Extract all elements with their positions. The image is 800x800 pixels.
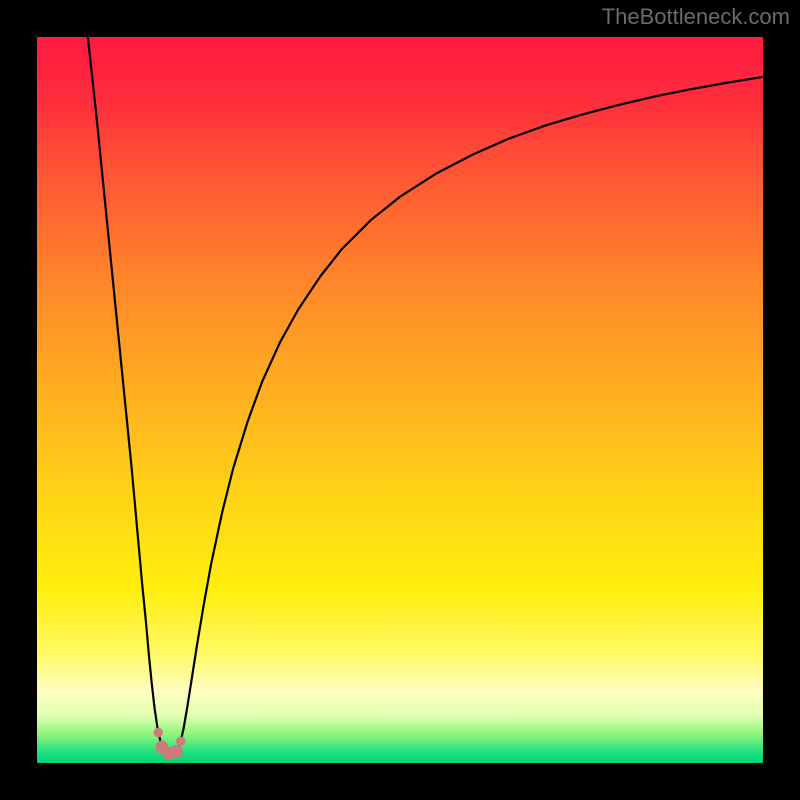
dip-marker	[170, 745, 182, 757]
chart-container: TheBottleneck.com	[0, 0, 800, 800]
chart-svg	[0, 0, 800, 800]
dip-marker	[154, 728, 162, 736]
plot-area	[37, 37, 763, 763]
dip-marker	[177, 737, 185, 745]
watermark-text: TheBottleneck.com	[602, 4, 790, 30]
